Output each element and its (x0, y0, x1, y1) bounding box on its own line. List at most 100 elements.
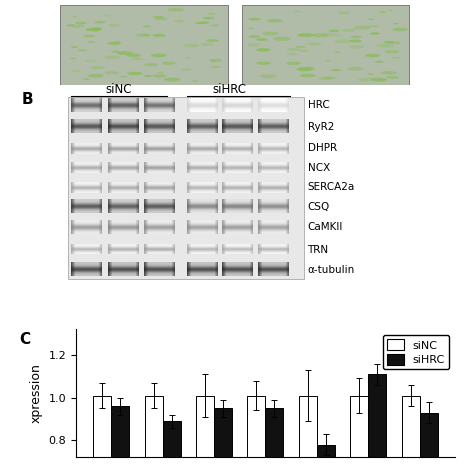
Circle shape (211, 66, 220, 68)
Circle shape (142, 34, 150, 36)
Circle shape (153, 16, 163, 18)
Circle shape (70, 58, 76, 59)
Circle shape (248, 28, 255, 29)
Circle shape (66, 24, 75, 26)
Circle shape (105, 71, 119, 74)
Circle shape (83, 35, 95, 37)
Circle shape (90, 66, 105, 69)
Circle shape (88, 74, 104, 78)
Circle shape (376, 44, 394, 47)
Circle shape (200, 43, 213, 46)
Text: siHRC: siHRC (212, 83, 246, 97)
Circle shape (151, 54, 167, 57)
Text: TRN: TRN (308, 245, 328, 255)
Bar (214, 409, 232, 474)
Circle shape (195, 22, 205, 24)
Circle shape (183, 44, 200, 47)
Circle shape (325, 60, 331, 62)
Circle shape (72, 16, 77, 17)
Circle shape (393, 23, 399, 24)
Circle shape (389, 41, 401, 44)
Circle shape (164, 78, 181, 82)
Circle shape (108, 42, 121, 45)
Circle shape (312, 33, 328, 37)
Circle shape (144, 63, 158, 66)
Bar (402, 395, 420, 474)
Circle shape (128, 72, 142, 75)
Circle shape (71, 46, 78, 48)
Circle shape (247, 43, 260, 46)
Circle shape (262, 32, 279, 35)
Text: RyR2: RyR2 (308, 122, 334, 132)
Circle shape (260, 74, 277, 78)
Text: NCX: NCX (308, 163, 330, 173)
Circle shape (326, 77, 337, 79)
Circle shape (152, 34, 165, 37)
Bar (196, 395, 214, 474)
Legend: siNC, siHRC: siNC, siHRC (383, 335, 449, 369)
Circle shape (267, 19, 283, 22)
Circle shape (143, 26, 151, 27)
Circle shape (108, 24, 120, 27)
Circle shape (157, 72, 164, 73)
Circle shape (328, 29, 339, 32)
Circle shape (351, 36, 362, 38)
Circle shape (358, 78, 375, 81)
Circle shape (174, 20, 185, 22)
Text: HRC: HRC (308, 100, 329, 110)
Circle shape (155, 17, 168, 20)
Bar (145, 395, 163, 474)
Circle shape (293, 10, 301, 12)
Circle shape (367, 25, 379, 27)
Circle shape (375, 61, 384, 63)
Circle shape (370, 32, 380, 35)
Circle shape (211, 24, 219, 27)
Bar (350, 395, 368, 474)
Bar (163, 421, 181, 474)
Circle shape (300, 74, 316, 77)
Circle shape (386, 76, 399, 79)
Circle shape (392, 57, 401, 59)
Circle shape (83, 78, 90, 80)
Circle shape (380, 11, 386, 13)
Circle shape (367, 73, 374, 75)
Circle shape (113, 41, 121, 43)
Circle shape (162, 62, 176, 65)
Circle shape (135, 33, 152, 37)
Circle shape (75, 22, 87, 24)
Circle shape (298, 67, 315, 71)
Circle shape (91, 27, 100, 29)
Text: CaMKII: CaMKII (308, 222, 343, 232)
Circle shape (341, 28, 356, 32)
Circle shape (207, 13, 216, 15)
Bar (111, 406, 129, 474)
Circle shape (210, 61, 217, 63)
Circle shape (85, 27, 102, 31)
Circle shape (330, 69, 341, 71)
Circle shape (256, 48, 271, 52)
Bar (265, 409, 283, 474)
Circle shape (347, 67, 364, 71)
Circle shape (152, 74, 166, 77)
Circle shape (131, 57, 144, 60)
Circle shape (91, 29, 100, 31)
Circle shape (256, 38, 268, 41)
Text: siNC: siNC (106, 83, 132, 97)
Circle shape (295, 46, 306, 48)
Circle shape (71, 25, 84, 27)
Circle shape (320, 33, 337, 36)
Circle shape (286, 62, 301, 65)
Bar (247, 395, 265, 474)
Circle shape (273, 37, 291, 41)
Circle shape (388, 10, 394, 11)
Text: DHPR: DHPR (308, 143, 337, 153)
Circle shape (383, 41, 394, 43)
Circle shape (365, 54, 380, 57)
Circle shape (181, 68, 191, 71)
Circle shape (94, 27, 102, 29)
Circle shape (248, 35, 261, 38)
Circle shape (191, 80, 198, 82)
Text: SERCA2a: SERCA2a (308, 182, 355, 192)
Circle shape (78, 49, 87, 51)
Bar (317, 445, 335, 474)
